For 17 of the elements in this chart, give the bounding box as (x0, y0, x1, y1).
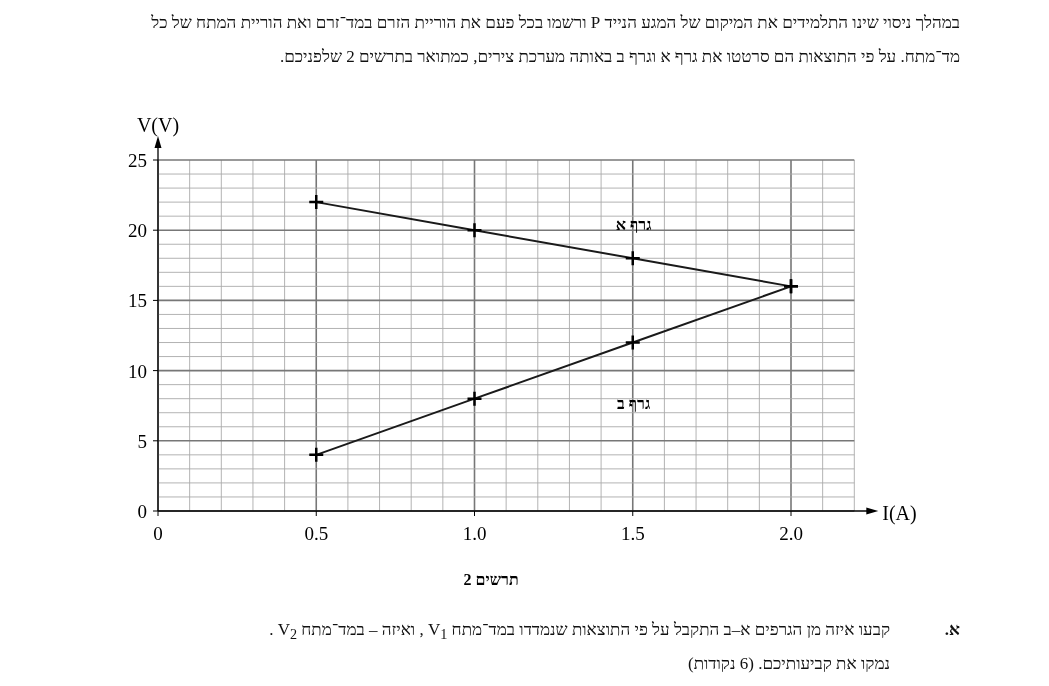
x-tick-label: 1.5 (620, 523, 645, 544)
y-tick-label: 20 (128, 220, 147, 242)
y-axis-title: V(V) (136, 114, 180, 137)
x-tick-label: 1.0 (462, 523, 487, 544)
x-tick-label: 0.5 (304, 523, 329, 544)
annotation: במהלך ניסוי שינו התלמידים את המיקום של המגע הנייד P ורשמו בכל פעם את הוריית הזרם במד־זרם ואת הוריית המתח של כל מד־מתח. על פי התוצאות הם סרטטו את גרף א וגרף ב באותה מערכת צירים, כמתואר בתרשים 2 שלפניכם. (150, 12, 960, 68)
x-axis-title: I(A) (882, 502, 917, 525)
y-tick-label: 0 (137, 501, 147, 522)
x-tick-label: 2.0 (779, 523, 803, 544)
y-tick-label: 25 (128, 150, 147, 171)
x-tick-label: 0 (153, 523, 163, 544)
y-tick-label: 15 (128, 290, 147, 312)
y-tick-label: 5 (137, 430, 147, 452)
annotation: נמקו את קביעותיכם. (6 נקודות) (686, 653, 890, 675)
text: תרשים 2 (463, 571, 519, 588)
annotation: א. (943, 619, 960, 641)
y-tick-label: 10 (128, 360, 147, 382)
